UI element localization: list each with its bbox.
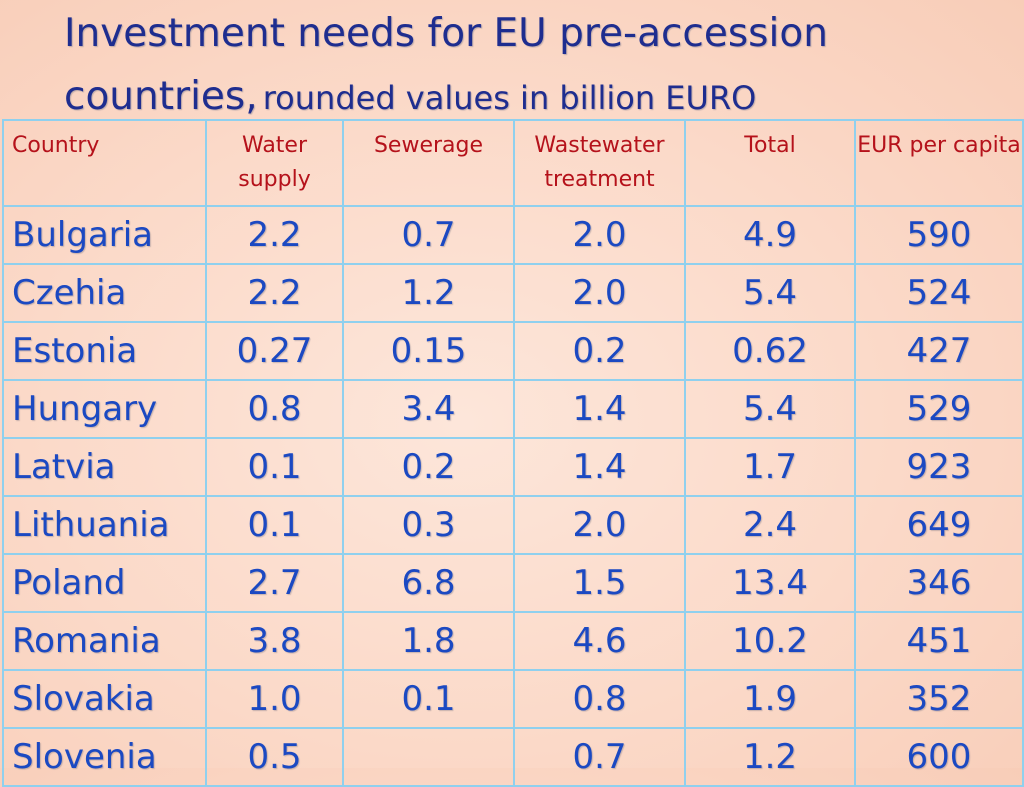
- cell-total: 2.4: [684, 495, 856, 555]
- cell-water-supply: 0.8: [205, 379, 344, 439]
- table-row: Hungary 0.8 3.4 1.4 5.4 529: [2, 379, 1024, 439]
- table-row: Slovakia 1.0 0.1 0.8 1.9 352: [2, 669, 1024, 729]
- cell-eur-per-capita: 600: [854, 727, 1024, 787]
- header-eur-per-capita: EUR per capita: [854, 119, 1024, 207]
- cell-eur-per-capita: 649: [854, 495, 1024, 555]
- cell-eur-per-capita: 427: [854, 321, 1024, 381]
- cell-total: 10.2: [684, 611, 856, 671]
- cell-sewerage: 3.4: [342, 379, 515, 439]
- cell-wastewater-treatment: 1.5: [513, 553, 686, 613]
- table-row: Slovenia 0.5 0.7 1.2 600: [2, 727, 1024, 787]
- cell-eur-per-capita: 346: [854, 553, 1024, 613]
- cell-sewerage: 6.8: [342, 553, 515, 613]
- cell-sewerage: 1.2: [342, 263, 515, 323]
- title-subtitle: rounded values in billion EURO: [262, 79, 757, 117]
- cell-total: 1.9: [684, 669, 856, 729]
- cell-wastewater-treatment: 0.2: [513, 321, 686, 381]
- cell-eur-per-capita: 923: [854, 437, 1024, 497]
- cell-water-supply: 2.7: [205, 553, 344, 613]
- cell-total: 5.4: [684, 263, 856, 323]
- cell-eur-per-capita: 451: [854, 611, 1024, 671]
- cell-country: Slovakia: [2, 669, 207, 729]
- cell-water-supply: 0.27: [205, 321, 344, 381]
- table-row: Estonia 0.27 0.15 0.2 0.62 427: [2, 321, 1024, 381]
- cell-water-supply: 0.1: [205, 495, 344, 555]
- header-total: Total: [684, 119, 856, 207]
- header-sewerage: Sewerage: [342, 119, 515, 207]
- header-water-supply: Water supply: [205, 119, 344, 207]
- header-wastewater-treatment: Wastewater treatment: [513, 119, 686, 207]
- cell-total: 0.62: [684, 321, 856, 381]
- cell-country: Bulgaria: [2, 205, 207, 265]
- cell-country: Czehia: [2, 263, 207, 323]
- cell-sewerage: 0.1: [342, 669, 515, 729]
- table-row: Romania 3.8 1.8 4.6 10.2 451: [2, 611, 1024, 671]
- cell-wastewater-treatment: 2.0: [513, 205, 686, 265]
- cell-country: Poland: [2, 553, 207, 613]
- cell-water-supply: 2.2: [205, 205, 344, 265]
- cell-country: Latvia: [2, 437, 207, 497]
- cell-wastewater-treatment: 4.6: [513, 611, 686, 671]
- table-header-row: Country Water supply Sewerage Wastewater…: [2, 119, 1024, 207]
- cell-sewerage: 0.15: [342, 321, 515, 381]
- cell-eur-per-capita: 352: [854, 669, 1024, 729]
- cell-water-supply: 0.1: [205, 437, 344, 497]
- table-row: Czehia 2.2 1.2 2.0 5.4 524: [2, 263, 1024, 323]
- cell-sewerage: 0.2: [342, 437, 515, 497]
- table-row: Latvia 0.1 0.2 1.4 1.7 923: [2, 437, 1024, 497]
- table-row: Lithuania 0.1 0.3 2.0 2.4 649: [2, 495, 1024, 555]
- cell-sewerage: 0.3: [342, 495, 515, 555]
- cell-wastewater-treatment: 0.7: [513, 727, 686, 787]
- cell-country: Estonia: [2, 321, 207, 381]
- title-main: Investment needs for EU pre-accession co…: [64, 11, 828, 119]
- cell-water-supply: 0.5: [205, 727, 344, 787]
- cell-wastewater-treatment: 2.0: [513, 495, 686, 555]
- cell-eur-per-capita: 524: [854, 263, 1024, 323]
- cell-wastewater-treatment: 1.4: [513, 437, 686, 497]
- cell-total: 1.2: [684, 727, 856, 787]
- cell-water-supply: 1.0: [205, 669, 344, 729]
- table-row: Poland 2.7 6.8 1.5 13.4 346: [2, 553, 1024, 613]
- cell-eur-per-capita: 590: [854, 205, 1024, 265]
- investment-table: Country Water supply Sewerage Wastewater…: [2, 119, 1024, 787]
- slide-title: Investment needs for EU pre-accession co…: [64, 6, 1004, 132]
- cell-total: 1.7: [684, 437, 856, 497]
- cell-country: Romania: [2, 611, 207, 671]
- cell-sewerage: [342, 727, 515, 787]
- cell-sewerage: 1.8: [342, 611, 515, 671]
- cell-eur-per-capita: 529: [854, 379, 1024, 439]
- cell-water-supply: 2.2: [205, 263, 344, 323]
- table-row: Bulgaria 2.2 0.7 2.0 4.9 590: [2, 205, 1024, 265]
- cell-total: 4.9: [684, 205, 856, 265]
- cell-country: Slovenia: [2, 727, 207, 787]
- cell-total: 5.4: [684, 379, 856, 439]
- cell-country: Hungary: [2, 379, 207, 439]
- cell-country: Lithuania: [2, 495, 207, 555]
- header-country: Country: [2, 119, 207, 207]
- cell-wastewater-treatment: 2.0: [513, 263, 686, 323]
- cell-wastewater-treatment: 0.8: [513, 669, 686, 729]
- cell-sewerage: 0.7: [342, 205, 515, 265]
- cell-wastewater-treatment: 1.4: [513, 379, 686, 439]
- cell-water-supply: 3.8: [205, 611, 344, 671]
- cell-total: 13.4: [684, 553, 856, 613]
